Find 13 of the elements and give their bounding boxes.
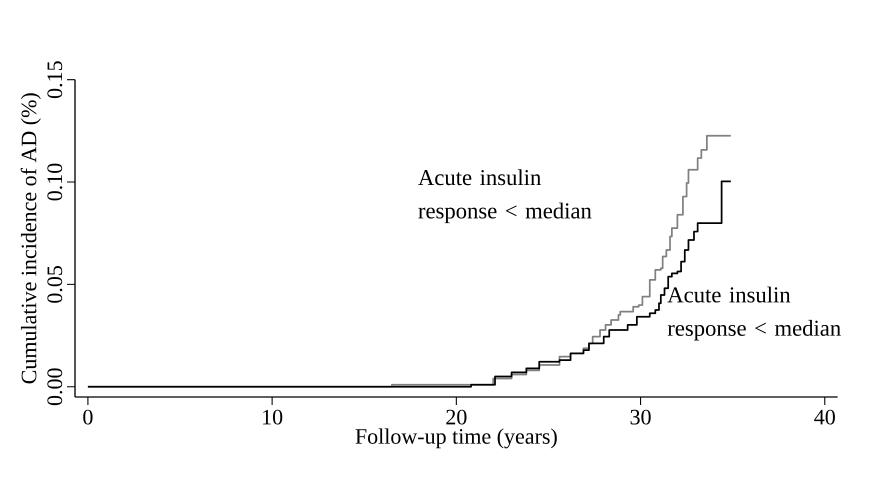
- y-tick-label: 0.15: [47, 61, 62, 98]
- x-tick-label: 0: [83, 410, 93, 425]
- x-tick-label: 10: [263, 410, 282, 425]
- x-tick-label: 20: [446, 410, 466, 425]
- x-axis-title: Follow-up time (years): [356, 428, 557, 448]
- x-tick-label: 40: [814, 410, 835, 425]
- y-axis-title: Cumulative incidence of AD (%): [20, 93, 41, 384]
- annotation: Acute insulin response < median: [418, 169, 592, 224]
- y-tick-label: 0.05: [47, 266, 62, 303]
- y-tick-label: 0.10: [47, 164, 62, 200]
- y-tick-label: 0.00: [47, 368, 62, 406]
- annotation: Acute insulin response < median: [668, 286, 841, 340]
- x-tick-label: 30: [630, 410, 651, 425]
